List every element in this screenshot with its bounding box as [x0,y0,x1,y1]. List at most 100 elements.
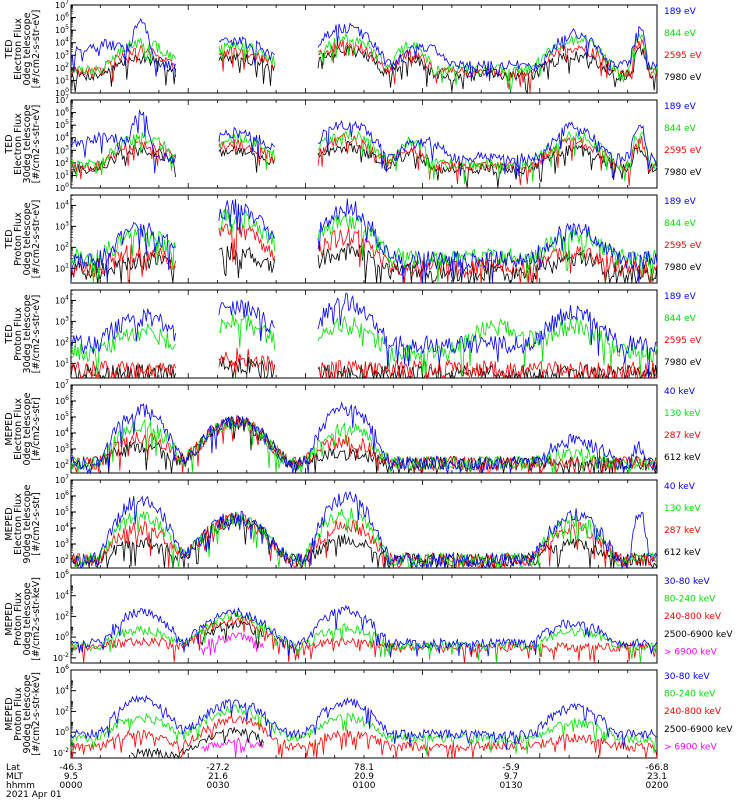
footer-hhmm-1: 0030 [207,781,230,791]
y-axis-title-line: 30deg telescope [22,294,33,373]
footer-lat-0: -46.3 [59,763,82,773]
series-trace-2500-6900-kev [200,619,264,649]
series-trace-189-ev [70,17,658,82]
series-trace--6900-kev [200,737,264,758]
legend-189-ev: 189 eV [664,292,697,302]
y-axis-title-line: Electron Flux [13,18,24,80]
y-tick-label: 107 [55,474,69,485]
series-trace-30-80-kev [70,694,658,751]
plot-frame [70,669,658,759]
y-tick-label: 100 [55,182,69,193]
legend-2595-ev: 2595 eV [664,146,702,156]
series-trace-2595-ev [70,134,658,186]
legend-844-ev: 844 eV [664,314,697,324]
y-axis-title-line: 0deg telescope [22,12,33,85]
series-trace-80-240-kev [70,609,658,664]
y-axis-title-line: Proton Flux [13,307,24,361]
y-axis-title-line: [#/cm2-s-str-eV] [31,105,42,184]
series-trace-287-kev [70,511,658,570]
legend-30-80-kev: 30-80 keV [664,672,710,682]
y-tick-label: 104 [55,294,69,305]
y-axis-title-line: 0deg telescope [22,392,33,465]
y-tick-label: 104 [55,132,69,143]
footer-mlt-3: 9.7 [504,772,518,782]
y-axis-title-line: Proton Flux [13,592,24,646]
legend-130-kev: 130 keV [664,409,701,419]
y-tick-label: 106 [55,12,69,23]
series-trace-844-ev [70,313,658,379]
series-trace-240-800-kev [70,713,658,759]
y-tick-label: 105 [55,24,69,35]
y-axis-title-line: [#/cm2-s-str-keV] [31,577,42,661]
y-axis-title-line: [#/cm2-s-str] [31,397,42,460]
y-tick-label: 105 [55,411,69,422]
series-trace-612-kev [70,513,658,570]
footer-date: 2021 Apr 01 [6,790,62,800]
footer-hhmm-3: 0130 [500,781,523,791]
legend-240-800-kev: 240-800 keV [664,612,722,622]
legend-240-800-kev: 240-800 keV [664,707,722,717]
legend-189-ev: 189 eV [664,102,697,112]
series-trace-80-240-kev [70,704,658,755]
y-tick-label: 101 [55,357,69,368]
series-trace-844-ev [70,32,658,91]
y-axis-title-line: Proton Flux [13,212,24,266]
legend-2595-ev: 2595 eV [664,51,702,61]
series-trace-130-kev [70,415,658,475]
series-trace-130-kev [70,507,658,570]
y-axis-title-line: [#/cm2-s-str-eV] [31,10,42,89]
y-tick-label: 102 [55,459,69,470]
y-axis-title-line: Electron Flux [13,398,24,460]
legend-287-kev: 287 keV [664,526,701,536]
footer-lat-3: -5.9 [502,763,520,773]
plot-frame [70,99,658,189]
legend-30-80-kev: 30-80 keV [664,577,710,587]
legend-7980-ev: 7980 eV [664,263,702,273]
y-tick-label: 102 [55,705,69,716]
y-axis-title-line: 90deg telescope [22,484,33,563]
y-tick-label: 103 [55,538,69,549]
legend--6900-kev: > 6900 keV [664,742,718,752]
footer-hhmm-4: 0200 [646,781,669,791]
footer-mlt-4: 23.1 [647,772,667,782]
y-axis-title-line: MEPED [4,697,15,730]
legend-844-ev: 844 eV [664,219,697,229]
x-axis-footer: Lat MLT hhmm 2021 Apr 01 -46.3 9.5 0000 … [6,763,669,800]
y-tick-label: 107 [55,379,69,390]
y-axis-title-line: [#/cm2-s-str-keV] [31,672,42,756]
y-tick-label: 105 [55,506,69,517]
y-axis-title-line: MEPED [4,602,15,635]
series-trace-40-kev [70,401,658,475]
series-trace-287-kev [70,414,658,475]
plot-frame [70,289,658,379]
y-tick-label: 103 [55,443,69,454]
y-tick-label: 104 [55,685,69,696]
y-tick-label: 100 [55,726,69,737]
y-tick-label: 106 [55,107,69,118]
plot-frame [70,4,658,94]
y-tick-label: 102 [55,241,69,252]
y-tick-label: 101 [55,74,69,85]
series-trace-189-ev [70,109,658,179]
series-trace-7980-ev [70,242,658,285]
footer-lat-1: -27.2 [206,763,229,773]
footer-mlt-2: 20.9 [354,772,374,782]
y-tick-label: 103 [55,144,69,155]
y-tick-label: 104 [55,427,69,438]
legend-2500-6900-kev: 2500-6900 keV [664,725,733,735]
legend-130-kev: 130 keV [664,504,701,514]
y-tick-label: 102 [55,62,69,73]
legend-189-ev: 189 eV [664,7,697,17]
y-axis-title-line: [#/cm2-s-str-eV] [31,200,42,279]
footer-lat-2: 78.1 [354,763,374,773]
y-axis-title-line: Electron Flux [13,493,24,555]
series-trace-2595-ev [70,38,658,93]
y-tick-label: 104 [55,199,69,210]
series-trace--6900-kev [200,632,264,656]
y-axis-title-line: 0deg telescope [22,582,33,655]
